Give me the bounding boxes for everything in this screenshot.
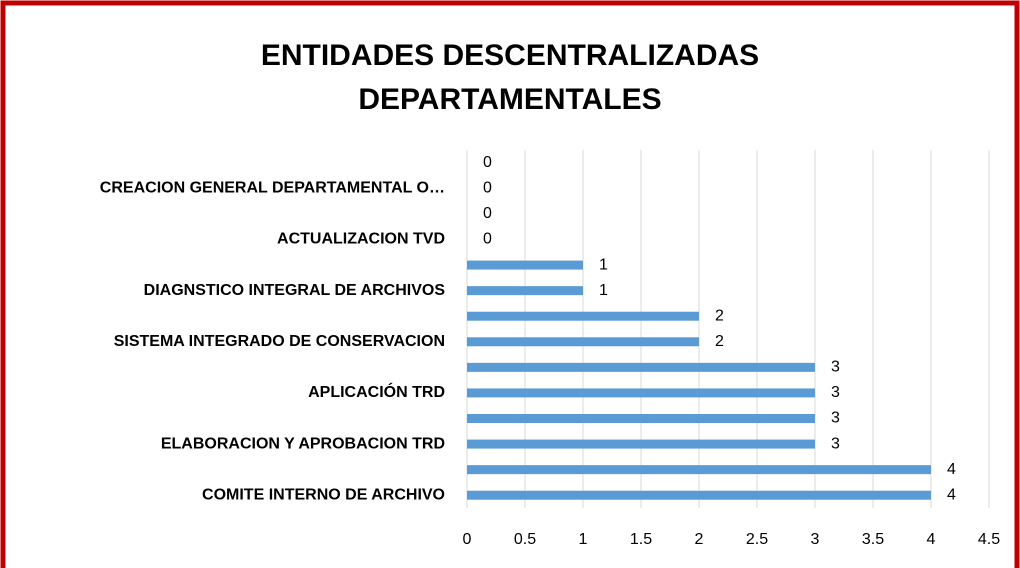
x-tick-label: 1 bbox=[579, 531, 588, 548]
y-tick-label: DIAGNSTICO INTEGRAL DE ARCHIVOS bbox=[144, 282, 446, 299]
x-tick-label: 1.5 bbox=[630, 531, 652, 548]
value-label: 1 bbox=[599, 256, 608, 273]
value-label: 3 bbox=[831, 435, 840, 452]
value-label: 0 bbox=[483, 205, 492, 222]
x-tick-label: 3.5 bbox=[862, 531, 884, 548]
bar bbox=[467, 388, 815, 398]
value-label: 3 bbox=[831, 410, 840, 427]
value-label: 3 bbox=[831, 359, 840, 376]
x-tick-label: 2 bbox=[695, 531, 704, 548]
chart-title: ENTIDADES DESCENTRALIZADAS DEPARTAMENTAL… bbox=[260, 39, 760, 116]
value-label: 0 bbox=[483, 154, 492, 171]
value-label: 2 bbox=[715, 307, 724, 324]
value-label: 1 bbox=[599, 282, 608, 299]
y-tick-label: CREACION GENERAL DEPARTAMENTAL O… bbox=[100, 180, 445, 197]
bar bbox=[467, 260, 583, 270]
bar bbox=[467, 311, 699, 321]
x-tick-label: 0 bbox=[463, 531, 472, 548]
bar bbox=[467, 439, 815, 449]
value-label: 4 bbox=[947, 486, 956, 503]
value-label: 0 bbox=[483, 231, 492, 248]
bar bbox=[467, 465, 931, 475]
y-tick-label: ELABORACION Y APROBACION TRD bbox=[161, 435, 445, 452]
value-label: 4 bbox=[947, 461, 956, 478]
y-tick-label: COMITE INTERNO DE ARCHIVO bbox=[202, 486, 445, 503]
x-tick-label: 3 bbox=[811, 531, 820, 548]
y-tick-label: ACTUALIZACION TVD bbox=[277, 231, 445, 248]
value-label: 2 bbox=[715, 333, 724, 350]
bar bbox=[467, 362, 815, 372]
bar bbox=[467, 337, 699, 347]
bar bbox=[467, 414, 815, 423]
x-tick-label: 4.5 bbox=[978, 531, 1000, 548]
x-tick-label: 4 bbox=[927, 531, 936, 548]
bar bbox=[467, 286, 583, 296]
value-label: 0 bbox=[483, 180, 492, 197]
x-tick-label: 0.5 bbox=[514, 531, 536, 548]
value-label: 3 bbox=[831, 384, 840, 401]
x-tick-label: 2.5 bbox=[746, 531, 768, 548]
bar bbox=[467, 490, 931, 500]
y-tick-label: SISTEMA INTEGRADO DE CONSERVACION bbox=[114, 333, 445, 350]
y-tick-label: APLICACIÓN TRD bbox=[308, 382, 445, 401]
